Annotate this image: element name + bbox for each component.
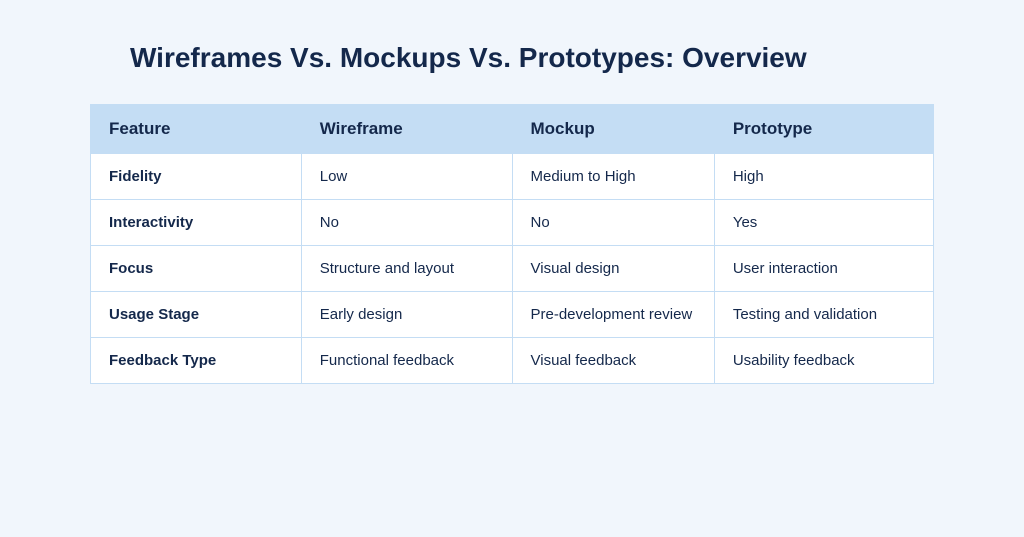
cell-value: User interaction [714, 246, 933, 292]
cell-value: Medium to High [512, 154, 714, 200]
cell-value: No [301, 200, 512, 246]
table-row: FidelityLowMedium to HighHigh [91, 154, 934, 200]
cell-value: Yes [714, 200, 933, 246]
table-row: Usage StageEarly designPre-development r… [91, 292, 934, 338]
table-row: InteractivityNoNoYes [91, 200, 934, 246]
cell-value: Testing and validation [714, 292, 933, 338]
col-header-prototype: Prototype [714, 105, 933, 154]
col-header-feature: Feature [91, 105, 302, 154]
cell-value: Functional feedback [301, 338, 512, 384]
table-row: FocusStructure and layoutVisual designUs… [91, 246, 934, 292]
cell-value: Structure and layout [301, 246, 512, 292]
col-header-mockup: Mockup [512, 105, 714, 154]
cell-value: Visual feedback [512, 338, 714, 384]
cell-value: Early design [301, 292, 512, 338]
row-label: Feedback Type [91, 338, 302, 384]
row-label: Focus [91, 246, 302, 292]
row-label: Usage Stage [91, 292, 302, 338]
cell-value: Low [301, 154, 512, 200]
cell-value: High [714, 154, 933, 200]
table-row: Feedback TypeFunctional feedbackVisual f… [91, 338, 934, 384]
col-header-wireframe: Wireframe [301, 105, 512, 154]
cell-value: Usability feedback [714, 338, 933, 384]
cell-value: Visual design [512, 246, 714, 292]
page-title: Wireframes Vs. Mockups Vs. Prototypes: O… [130, 40, 934, 76]
cell-value: Pre-development review [512, 292, 714, 338]
row-label: Fidelity [91, 154, 302, 200]
table-header-row: Feature Wireframe Mockup Prototype [91, 105, 934, 154]
cell-value: No [512, 200, 714, 246]
row-label: Interactivity [91, 200, 302, 246]
table-body: FidelityLowMedium to HighHighInteractivi… [91, 154, 934, 384]
comparison-table: Feature Wireframe Mockup Prototype Fidel… [90, 104, 934, 384]
